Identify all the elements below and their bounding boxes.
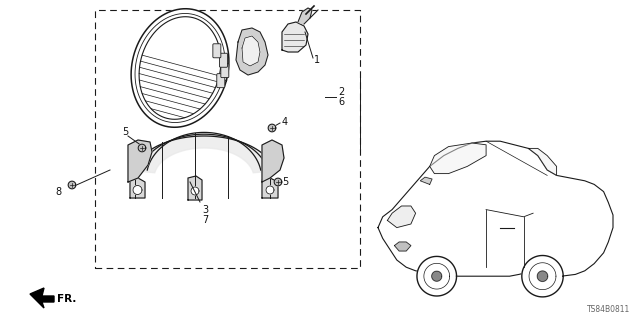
Text: 6: 6 [338,97,344,107]
Text: TS84B0811: TS84B0811 [587,305,630,314]
Polygon shape [128,140,152,182]
FancyBboxPatch shape [221,64,229,78]
Polygon shape [522,255,563,297]
Polygon shape [432,271,442,281]
Polygon shape [188,176,202,200]
Polygon shape [30,288,54,308]
FancyBboxPatch shape [217,74,225,88]
Polygon shape [191,187,199,195]
Polygon shape [68,181,76,189]
Polygon shape [420,177,432,184]
Polygon shape [133,136,275,173]
Text: 5: 5 [282,177,288,187]
Bar [95,10,360,268]
Polygon shape [274,178,282,186]
Polygon shape [394,242,411,251]
FancyBboxPatch shape [220,53,227,67]
Text: 1: 1 [314,55,320,65]
Polygon shape [417,256,456,296]
Polygon shape [387,206,415,228]
Text: 7: 7 [202,215,208,225]
Polygon shape [429,143,486,173]
Polygon shape [236,28,268,75]
Polygon shape [298,8,312,24]
Text: 4: 4 [282,117,288,127]
Polygon shape [262,178,278,198]
FancyBboxPatch shape [213,44,221,58]
Polygon shape [529,148,557,175]
Polygon shape [133,186,142,195]
Polygon shape [130,178,145,198]
Text: FR.: FR. [57,294,76,304]
Polygon shape [378,141,613,276]
Polygon shape [268,124,276,132]
Text: 3: 3 [202,205,208,215]
Polygon shape [262,140,284,182]
Polygon shape [131,9,229,127]
Polygon shape [138,144,146,152]
Polygon shape [242,36,260,66]
Text: 8: 8 [56,187,62,197]
Polygon shape [538,271,548,281]
Text: 5: 5 [122,127,128,137]
Polygon shape [282,22,308,52]
Polygon shape [266,186,274,194]
Text: 2: 2 [338,87,344,97]
